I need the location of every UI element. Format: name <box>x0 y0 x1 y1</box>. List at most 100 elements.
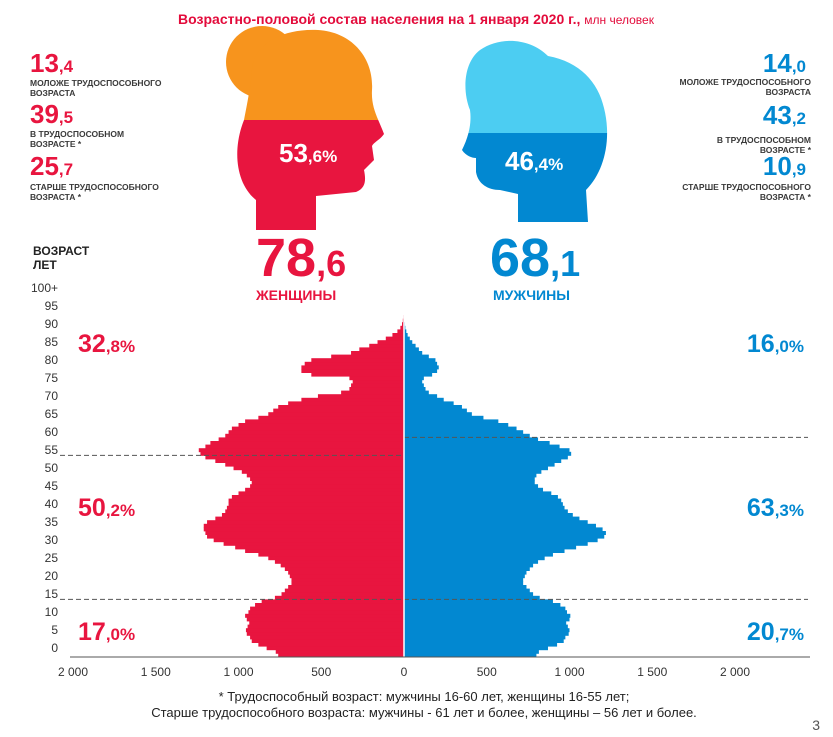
women-bar <box>205 531 404 535</box>
women-bar <box>385 336 404 341</box>
women-bar <box>251 639 404 643</box>
women-bar <box>268 412 404 417</box>
men-old-caption-1: СТАРШЕ ТРУДОСПОСОБНОГО <box>682 182 811 192</box>
women-total: 78,6 <box>256 228 346 288</box>
men-bar <box>404 351 423 355</box>
men-bar <box>404 365 439 370</box>
men-bar <box>404 570 527 575</box>
men-bar <box>404 588 530 593</box>
women-label: ЖЕНЩИНЫ <box>255 287 336 303</box>
men-bar <box>404 455 568 460</box>
women-working-value: 39,5 <box>30 99 73 129</box>
women-bar <box>207 520 404 525</box>
women-bar <box>245 613 404 618</box>
women-bar <box>278 653 404 658</box>
x-tick-label: 1 000 <box>223 665 253 679</box>
men-bar <box>404 505 565 510</box>
men-bar <box>404 437 539 442</box>
women-bar <box>255 603 404 607</box>
women-bar <box>397 329 404 334</box>
women-bar <box>205 455 404 460</box>
y-axis-ticks: 0 5 10 15 20 25 30 35 40 45 50 55 60 65 70 75 80 85 90 95 10… <box>31 281 58 655</box>
men-bar <box>404 581 524 586</box>
men-share-young: 20,7% <box>747 618 804 646</box>
women-bar <box>288 570 404 575</box>
women-bar <box>241 469 404 474</box>
men-bar <box>404 574 525 579</box>
women-bar <box>304 361 404 366</box>
men-bar <box>404 448 570 453</box>
men-bar <box>404 451 572 456</box>
men-bar <box>404 559 539 564</box>
women-bar <box>331 354 404 359</box>
women-bar <box>245 487 404 492</box>
men-young-caption-2: ВОЗРАСТА <box>766 87 811 97</box>
men-bar <box>404 592 534 597</box>
women-bar <box>231 426 404 431</box>
men-bar <box>404 480 535 485</box>
women-bar <box>317 394 404 399</box>
women-share-young: 17,0% <box>78 618 135 646</box>
women-bar <box>369 343 404 348</box>
women-bar <box>245 549 404 553</box>
y-tick-label: 20 <box>45 569 59 583</box>
women-young-caption-1: МОЛОЖЕ ТРУДОСПОСОБНОГО <box>30 78 162 88</box>
women-bar <box>213 538 404 543</box>
men-summary: 14,0 МОЛОЖЕ ТРУДОСПОСОБНОГО ВОЗРАСТА 43,… <box>679 48 811 202</box>
women-bar <box>280 563 404 568</box>
women-old-value: 25,7 <box>30 151 73 181</box>
footnote-line-1: * Трудоспособный возраст: мужчины 16-60 … <box>219 689 630 704</box>
women-bar <box>392 333 404 337</box>
men-share: 46,4% <box>505 146 563 176</box>
men-bar <box>404 415 484 420</box>
y-tick-label: 75 <box>45 371 59 385</box>
women-bar <box>258 642 404 647</box>
women-bar <box>228 498 404 503</box>
men-bar <box>404 556 545 561</box>
men-bar <box>404 329 407 334</box>
men-bar <box>404 444 560 449</box>
women-bar <box>215 516 404 521</box>
men-share-old: 16,0% <box>747 330 804 358</box>
men-bar <box>404 412 472 417</box>
women-share-old: 32,8% <box>78 330 135 358</box>
women-bar <box>301 365 404 370</box>
women-bar <box>221 513 404 517</box>
women-young-value: 13,4 <box>30 48 74 78</box>
x-tick-label: 500 <box>311 665 331 679</box>
men-label: МУЖЧИНЫ <box>493 287 570 303</box>
women-bar <box>400 325 404 330</box>
y-tick-label: 0 <box>51 641 58 655</box>
women-bar <box>246 617 404 622</box>
men-bar <box>404 549 565 553</box>
y-tick-label: 15 <box>45 587 59 601</box>
men-bar <box>404 426 517 431</box>
y-tick-label: 90 <box>45 317 59 331</box>
men-bar <box>404 462 555 467</box>
men-bar <box>404 516 580 521</box>
men-bar <box>404 401 454 406</box>
men-bar <box>404 405 462 409</box>
men-bar <box>404 441 550 445</box>
men-bar <box>404 642 558 647</box>
men-bar <box>404 527 603 532</box>
men-bar <box>404 354 429 359</box>
men-bar <box>404 649 539 654</box>
women-bar <box>203 527 404 532</box>
men-old-caption-2: ВОЗРАСТА * <box>760 192 812 202</box>
men-bar <box>404 595 540 600</box>
women-bar <box>301 369 404 373</box>
men-bar <box>404 469 542 474</box>
women-bar <box>238 491 404 496</box>
men-bar <box>404 613 571 618</box>
women-bar <box>250 477 404 481</box>
men-bar <box>404 599 553 604</box>
men-bar <box>404 577 524 582</box>
women-bar <box>235 545 404 550</box>
men-bar <box>404 646 548 651</box>
women-bar <box>377 340 404 345</box>
men-bar <box>404 631 569 636</box>
women-bar <box>250 635 404 640</box>
women-bar <box>288 401 404 406</box>
